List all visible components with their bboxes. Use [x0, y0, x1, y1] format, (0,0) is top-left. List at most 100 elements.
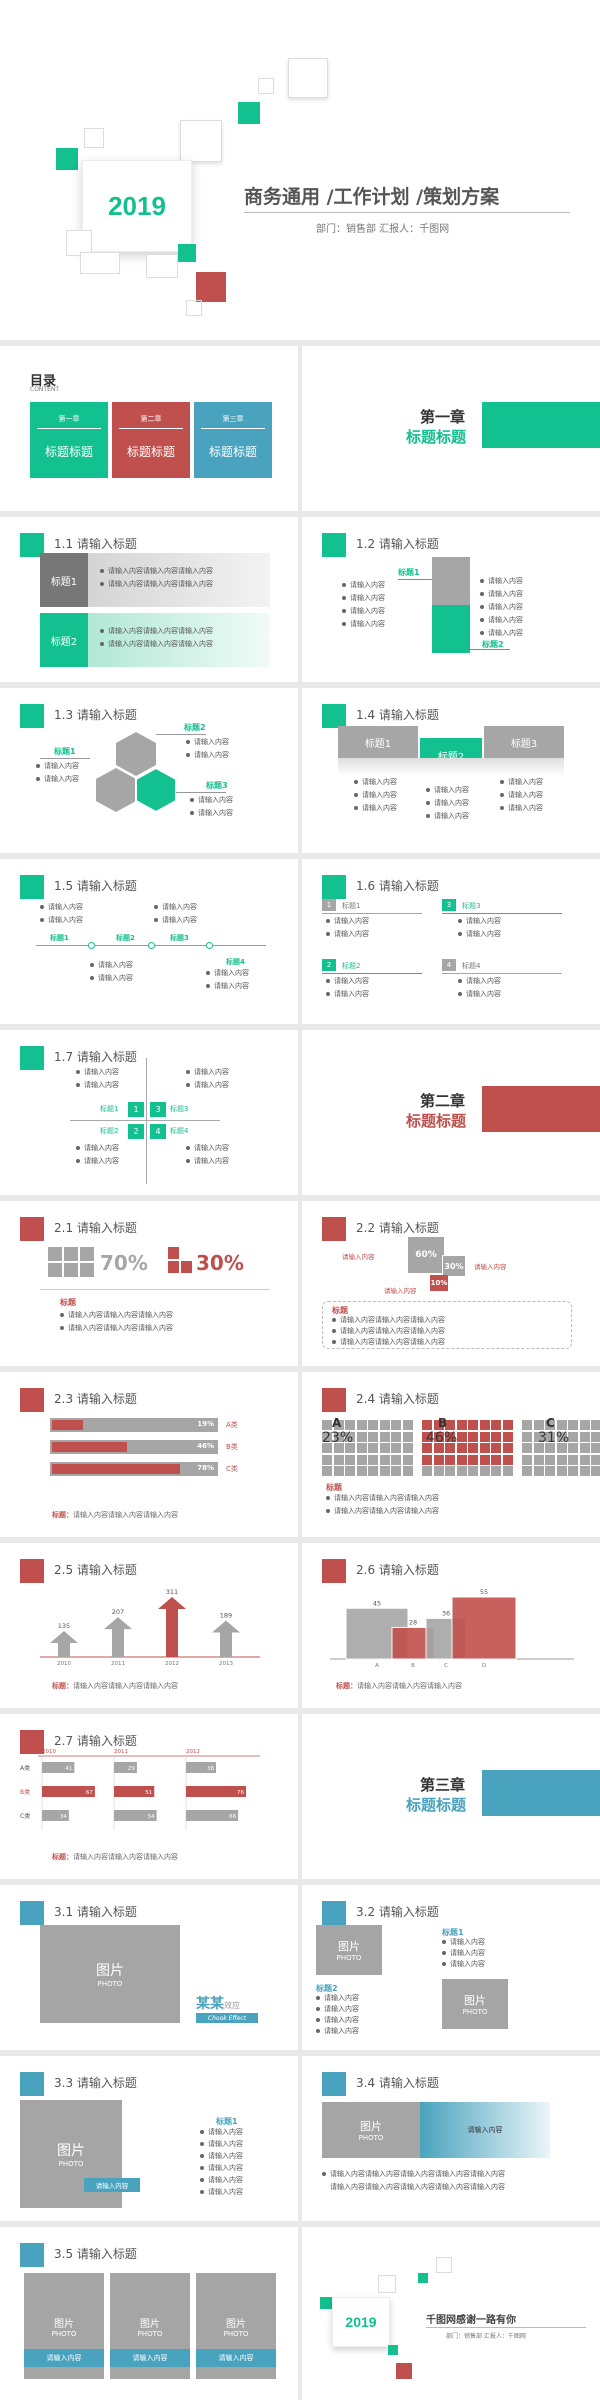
picture-label-en: PHOTO	[51, 2329, 77, 2338]
arrow-bar	[158, 1597, 186, 1657]
bullet	[316, 2007, 320, 2011]
waffle-cell	[556, 1443, 567, 1453]
waffle-cell	[445, 1443, 455, 1453]
chapter-2-slide: 第二章 标题标题	[302, 1030, 600, 1195]
slide-title: 2.7 请输入标题	[54, 1734, 137, 1748]
list-3: 请输入内容 请输入内容	[190, 794, 233, 820]
slide-1-6: 1.6 请输入标题 1 标题1 请输入内容 请输入内容 3 标题3 请输入内容 请输…	[302, 859, 600, 1024]
waffle-cell	[402, 1454, 413, 1465]
arrow-bar	[50, 1630, 78, 1657]
waffle-cell	[502, 1431, 513, 1442]
bar-name: B类	[226, 1443, 238, 1451]
waffle-grid	[322, 1412, 600, 1476]
waffle-cell	[422, 1431, 432, 1442]
num-box: 1	[322, 899, 336, 911]
tile	[80, 1263, 94, 1277]
slide-marker	[20, 704, 44, 728]
row-line: 请输入内容请输入内容请输入内容	[108, 580, 213, 588]
list-item: 请输入内容	[362, 804, 397, 812]
tick-label: 2012	[165, 1661, 179, 1667]
waffle-cell	[468, 1420, 478, 1430]
toc-item[interactable]: 第一章 标题标题	[30, 402, 108, 478]
list: 请输入内容 请输入内容	[186, 1142, 229, 1168]
picture-label: 图片	[464, 1994, 486, 2007]
bar	[186, 1786, 246, 1797]
bar-pct: 19%	[197, 1420, 214, 1428]
block-top	[432, 557, 470, 605]
value-label: 28	[409, 1618, 417, 1626]
value-label: 54	[148, 1814, 155, 1820]
bullet	[200, 2190, 204, 2194]
slide-1-1: 1.1 请输入标题 标题1 请输入内容请输入内容请输入内容 请输入内容请输入内容请…	[0, 517, 298, 682]
waffle-cell	[579, 1420, 590, 1430]
waffle-cell	[479, 1454, 490, 1465]
bullet	[186, 1083, 190, 1087]
bar-track	[50, 1418, 218, 1432]
slide-3-4: 3.4 请输入标题 图片 PHOTO 请输入内容 请输入内容请输入内容请输入内容…	[302, 2056, 600, 2221]
toc-item[interactable]: 第二章 标题标题	[112, 402, 190, 478]
list-item: 请输入内容	[362, 778, 397, 786]
tick-label: C	[444, 1663, 448, 1669]
slide-marker	[322, 1388, 346, 1412]
waffle-cell	[333, 1466, 344, 1476]
group-pct: 46%	[426, 1430, 458, 1446]
waffle-cell	[522, 1466, 532, 1476]
v-axis	[146, 1058, 147, 1184]
picture-label-en: PHOTO	[58, 2160, 84, 2168]
label-1: 标题1	[50, 934, 69, 942]
list-item: 请输入内容	[48, 903, 83, 911]
slide-2-1: 2.1 请输入标题 70% 30% 标题 请输入内容请输入内容请输入内容 请输入内…	[0, 1201, 298, 1366]
slide-marker	[20, 1217, 44, 1241]
picture-label: 图片	[54, 2318, 74, 2330]
waffle-cell	[491, 1454, 501, 1465]
picture-placeholder: 图片 PHOTO	[442, 1979, 508, 2029]
waffle-cell	[345, 1466, 355, 1476]
list-item: 请输入内容	[508, 804, 543, 812]
list-item: 请输入内容	[194, 751, 229, 759]
waffle-cell	[579, 1431, 590, 1442]
tick-label: 2013	[219, 1661, 233, 1667]
num-box: 3	[442, 899, 456, 911]
cover-deco-square	[288, 58, 328, 98]
waffle-cell	[556, 1420, 567, 1430]
toc-title-en: CONTENT	[30, 386, 60, 393]
note-text: 请输入内容请输入内容请输入内容	[73, 1682, 178, 1690]
waffle-cell	[491, 1466, 501, 1476]
line	[176, 792, 226, 793]
node	[88, 942, 95, 949]
cover-deco-square	[84, 128, 104, 148]
picture-label-en: PHOTO	[358, 2134, 384, 2142]
tab-1: 标题1	[338, 726, 418, 758]
list-item: 请输入内容请输入内容请输入内容	[340, 1316, 445, 1324]
num-box: 3	[150, 1102, 166, 1117]
tick-label: 2011	[111, 1661, 125, 1667]
arrow-bar	[104, 1617, 132, 1657]
toc-item[interactable]: 第三章 标题标题	[194, 402, 272, 478]
bar	[42, 1810, 69, 1821]
toc-slide: 目录 CONTENT 第一章 标题标题 第二章 标题标题 第三章 标题标题	[0, 346, 298, 511]
list: 请输入内容 请输入内容	[326, 975, 369, 1001]
waffle-cell	[422, 1454, 432, 1465]
bullet	[480, 579, 484, 583]
bullet	[76, 1159, 80, 1163]
picture-placeholder: 图片 PHOTO	[316, 1925, 382, 1975]
value-label: 207	[112, 1608, 124, 1616]
waffle-cell	[468, 1431, 478, 1442]
label-4: 标题4	[226, 958, 245, 966]
list-item: 请输入内容	[98, 974, 133, 982]
label-1: 标题1	[216, 2117, 238, 2126]
picture-label: 图片	[360, 2120, 382, 2133]
bullet	[190, 798, 194, 802]
tab-3: 标题3	[484, 726, 564, 758]
bullet	[186, 753, 190, 757]
waffle-cell	[579, 1454, 590, 1465]
annotation: 请输入内容	[474, 1263, 507, 1271]
waffle-cell	[522, 1420, 532, 1430]
row-label: B类	[20, 1788, 30, 1796]
waffle-cell	[433, 1431, 444, 1442]
bar-row: 46%	[50, 1440, 218, 1454]
list-item: 请输入内容请输入内容请输入内容	[68, 1311, 173, 1319]
slide-title: 3.3 请输入标题	[54, 2076, 137, 2090]
waffle-cell	[591, 1466, 600, 1476]
list-item: 请输入内容	[214, 982, 249, 990]
